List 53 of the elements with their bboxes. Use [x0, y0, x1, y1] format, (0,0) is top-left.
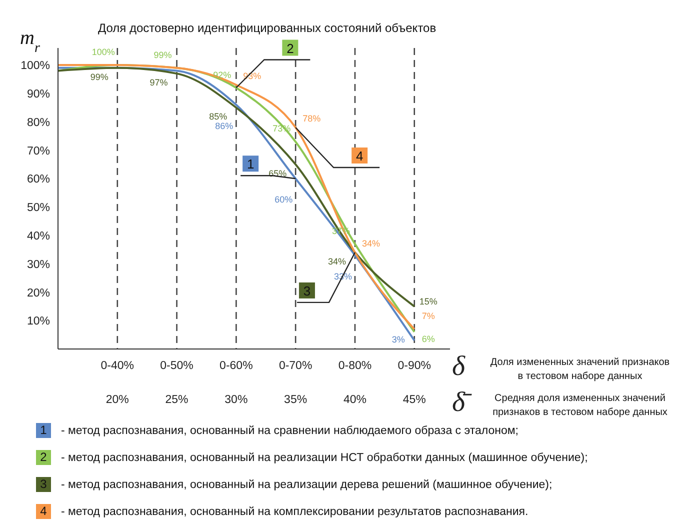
y-tick-label: 10%: [26, 316, 50, 328]
y-tick-label: 30%: [26, 258, 50, 271]
data-label: 3%: [392, 334, 405, 344]
y-tick-label: 50%: [26, 202, 50, 214]
data-label: 7%: [422, 311, 435, 322]
y-tick-label: 60%: [26, 174, 50, 186]
x2-tick-label: 45%: [402, 394, 426, 406]
data-label: 6%: [422, 334, 435, 344]
annotation: 2: [286, 40, 294, 56]
x-tick-label: 0-50%: [160, 360, 194, 372]
y-tick-label: 70%: [26, 145, 50, 158]
y-tick-label: 100%: [20, 60, 50, 72]
data-label: 85%: [209, 112, 228, 122]
annotation: 4: [356, 148, 364, 164]
data-label: 92%: [213, 70, 232, 80]
y-tick-label: 20%: [26, 287, 50, 300]
x2-tick-label: 40%: [343, 394, 366, 406]
data-label: 99%: [90, 72, 108, 82]
legend-label: - метод распознавания, основанный на сравнении наблюдаемого образа с эталоном;: [61, 424, 518, 436]
data-label: 97%: [150, 78, 168, 88]
y-tick-label: 90%: [26, 88, 50, 101]
legend-label: - метод распознавания, основанный на комплексировании результатов распознавания.: [61, 506, 528, 518]
x2-axis-title: δ̄ Средняя доля измененных значений признаков в тестовом наборе данных: [452, 387, 668, 418]
data-label: 99%: [154, 50, 172, 60]
data-label: 60%: [274, 194, 293, 205]
x-tick-label: 0-60%: [220, 360, 253, 372]
x-tick-label: 0-40%: [100, 360, 134, 372]
y-axis-title: m$_{r}$: [20, 27, 40, 56]
data-label: 15%: [419, 296, 438, 306]
x2-tick-label: 25%: [165, 394, 188, 406]
data-label: 34%: [362, 238, 380, 248]
chart-title: Доля достоверно идентифицированных состояний объектов: [98, 21, 436, 35]
x2-tick-label: 30%: [224, 394, 248, 406]
x-tick-label: 0-80%: [338, 360, 372, 372]
text: 4: [40, 504, 47, 518]
text: 3: [40, 477, 47, 491]
text: 1: [40, 423, 47, 437]
x-tick-label: 0-90%: [398, 360, 431, 372]
data-label: 78%: [302, 114, 321, 124]
x2-tick-label: 35%: [284, 394, 308, 406]
x-tick-label: 0-70%: [278, 360, 312, 372]
annotation: 3: [303, 283, 311, 298]
legend-label: - метод распознавания, основанный на реализации НСТ обработки данных (машинное обучение);: [61, 452, 588, 464]
text: 2: [40, 450, 47, 464]
data-label: 86%: [215, 120, 234, 131]
x2-tick-label: 20%: [106, 394, 129, 406]
data-label: 100%: [92, 47, 115, 58]
annotation: 1: [246, 156, 254, 172]
legend-label: - метод распознавания, основанный на реализации дерева решений (машинное обучение);: [61, 478, 552, 490]
x-axis-title: δ Доля измененных значений признаков в тестовом наборе данных: [452, 351, 670, 382]
data-label: 34%: [328, 256, 346, 266]
y-tick-label: 40%: [26, 230, 50, 242]
y-tick-label: 80%: [26, 116, 50, 129]
